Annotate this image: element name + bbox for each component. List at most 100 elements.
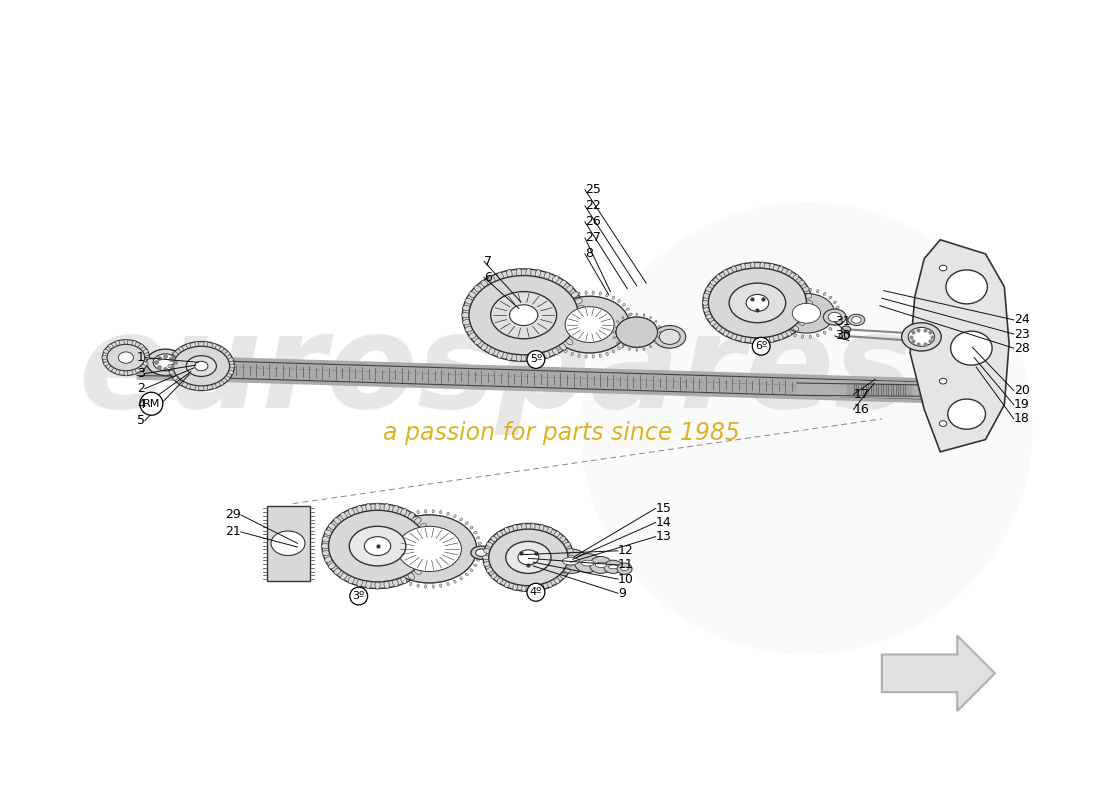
Text: 4º: 4º — [530, 587, 542, 598]
Ellipse shape — [460, 577, 462, 580]
Ellipse shape — [322, 504, 433, 589]
Ellipse shape — [212, 343, 216, 349]
Ellipse shape — [816, 334, 820, 337]
Ellipse shape — [478, 548, 482, 550]
Ellipse shape — [909, 327, 935, 346]
Ellipse shape — [419, 523, 427, 530]
Text: 22: 22 — [585, 199, 601, 212]
Ellipse shape — [621, 322, 652, 343]
Text: 2: 2 — [136, 382, 145, 395]
Ellipse shape — [212, 383, 216, 389]
Text: 5: 5 — [136, 414, 145, 427]
Text: 19: 19 — [1014, 398, 1030, 411]
Ellipse shape — [612, 331, 615, 333]
Ellipse shape — [491, 537, 497, 542]
Ellipse shape — [539, 584, 543, 590]
Text: 30: 30 — [835, 330, 850, 342]
Ellipse shape — [384, 581, 389, 589]
Ellipse shape — [484, 549, 491, 554]
Ellipse shape — [219, 347, 223, 352]
Ellipse shape — [321, 543, 329, 549]
Ellipse shape — [465, 326, 473, 332]
Ellipse shape — [546, 329, 549, 331]
Ellipse shape — [544, 350, 550, 358]
Ellipse shape — [109, 366, 113, 371]
Ellipse shape — [465, 573, 469, 576]
Ellipse shape — [440, 510, 442, 514]
Ellipse shape — [139, 366, 143, 371]
Ellipse shape — [781, 327, 784, 330]
Ellipse shape — [322, 537, 330, 542]
Ellipse shape — [396, 577, 399, 580]
Ellipse shape — [356, 579, 363, 586]
Ellipse shape — [810, 335, 812, 338]
Ellipse shape — [329, 523, 336, 530]
Ellipse shape — [478, 554, 482, 556]
Ellipse shape — [571, 352, 573, 355]
Ellipse shape — [554, 531, 560, 538]
Ellipse shape — [403, 580, 405, 583]
Ellipse shape — [400, 576, 407, 584]
Ellipse shape — [711, 320, 716, 326]
Polygon shape — [910, 240, 1009, 452]
Ellipse shape — [816, 290, 820, 293]
Ellipse shape — [483, 555, 490, 560]
Ellipse shape — [792, 303, 821, 323]
Ellipse shape — [939, 421, 947, 426]
Ellipse shape — [507, 270, 513, 278]
Ellipse shape — [465, 298, 473, 304]
Ellipse shape — [386, 569, 389, 571]
Ellipse shape — [539, 525, 543, 531]
Ellipse shape — [630, 329, 634, 331]
Ellipse shape — [422, 557, 430, 562]
Ellipse shape — [828, 312, 842, 322]
Ellipse shape — [509, 305, 538, 326]
Ellipse shape — [379, 537, 383, 539]
Ellipse shape — [469, 292, 476, 298]
Ellipse shape — [829, 296, 832, 299]
Ellipse shape — [564, 296, 568, 299]
Ellipse shape — [103, 362, 109, 366]
Ellipse shape — [124, 339, 128, 345]
Ellipse shape — [377, 542, 381, 545]
Ellipse shape — [228, 370, 233, 374]
Ellipse shape — [366, 581, 371, 589]
Ellipse shape — [560, 280, 566, 287]
Ellipse shape — [530, 585, 535, 592]
Text: eurospares: eurospares — [78, 308, 913, 435]
Ellipse shape — [153, 354, 178, 370]
Text: 8: 8 — [585, 247, 593, 261]
Ellipse shape — [571, 292, 579, 298]
Ellipse shape — [608, 565, 618, 569]
Ellipse shape — [408, 573, 415, 579]
Ellipse shape — [204, 385, 208, 391]
Ellipse shape — [478, 542, 482, 545]
Ellipse shape — [415, 518, 421, 524]
Ellipse shape — [109, 344, 113, 349]
Ellipse shape — [119, 352, 133, 363]
Ellipse shape — [839, 333, 849, 339]
Ellipse shape — [769, 336, 774, 342]
Ellipse shape — [585, 291, 587, 294]
Ellipse shape — [606, 352, 608, 355]
Ellipse shape — [703, 294, 710, 298]
Ellipse shape — [793, 274, 799, 280]
Ellipse shape — [366, 504, 371, 511]
Ellipse shape — [786, 331, 790, 334]
Ellipse shape — [322, 550, 330, 555]
Ellipse shape — [559, 299, 562, 302]
Ellipse shape — [132, 370, 136, 374]
Ellipse shape — [621, 346, 624, 348]
Ellipse shape — [550, 296, 629, 353]
Ellipse shape — [606, 294, 608, 297]
Ellipse shape — [786, 292, 790, 295]
Ellipse shape — [447, 582, 449, 586]
Ellipse shape — [462, 269, 585, 362]
Ellipse shape — [621, 317, 624, 318]
Ellipse shape — [564, 542, 571, 547]
Ellipse shape — [486, 542, 493, 547]
Ellipse shape — [409, 512, 412, 515]
Ellipse shape — [550, 296, 629, 353]
Ellipse shape — [785, 330, 791, 336]
Ellipse shape — [708, 268, 806, 338]
